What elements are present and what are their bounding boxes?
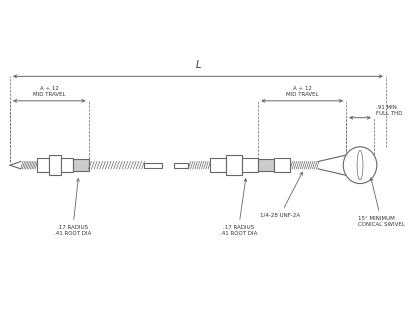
Text: .91 MIN
FULL THD: .91 MIN FULL THD (376, 105, 403, 116)
Text: L: L (195, 60, 201, 70)
Polygon shape (188, 162, 210, 169)
Text: 15° MINIMUM
CONICAL SWIVEL: 15° MINIMUM CONICAL SWIVEL (358, 178, 405, 227)
Bar (210, 158, 225, 172)
Bar (225, 155, 242, 175)
Bar (37, 158, 49, 172)
Ellipse shape (343, 147, 377, 183)
Bar (242, 158, 258, 172)
Bar (49, 155, 61, 175)
Text: .17 RADIUS
.41 ROOT DIA: .17 RADIUS .41 ROOT DIA (54, 179, 92, 236)
Polygon shape (21, 162, 37, 169)
Text: .17 RADIUS
.41 ROOT DIA: .17 RADIUS .41 ROOT DIA (220, 179, 257, 236)
Polygon shape (89, 162, 144, 169)
Bar (61, 158, 73, 172)
Bar (174, 163, 188, 168)
Text: A ÷ 12
MID TRAVEL: A ÷ 12 MID TRAVEL (286, 86, 318, 97)
Text: 1/4-28 UNF-2A: 1/4-28 UNF-2A (260, 172, 302, 218)
Text: A ÷ 12
MID TRAVEL: A ÷ 12 MID TRAVEL (33, 86, 66, 97)
Polygon shape (290, 162, 318, 169)
Bar (73, 159, 89, 171)
Bar (258, 159, 274, 171)
Bar (274, 158, 290, 172)
Bar (144, 163, 162, 168)
